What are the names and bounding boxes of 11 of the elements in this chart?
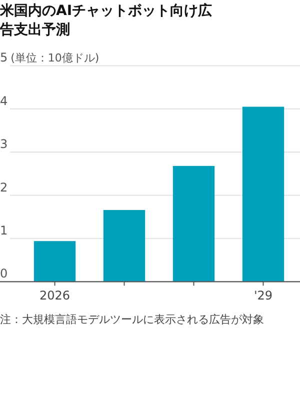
y-tick-label: 0 (0, 266, 8, 281)
x-tick-label: '29 (254, 288, 273, 303)
y-tick-label: 1 (0, 224, 8, 238)
y-tick-label: 3 (0, 137, 8, 152)
text: 注：大規模言語モデルツールに表示される広告が対象 (0, 312, 265, 328)
y-axis-title: (単位：10億ドル) (10, 52, 100, 65)
y-tick-label: 2 (0, 180, 8, 194)
chart-title: 米国内のAIチャットボット向け広告支出予測 (0, 2, 214, 40)
y-tick-label: 5 (0, 50, 8, 65)
y-tick-label: 4 (0, 94, 8, 108)
x-tick-label: 2026 (39, 288, 70, 303)
